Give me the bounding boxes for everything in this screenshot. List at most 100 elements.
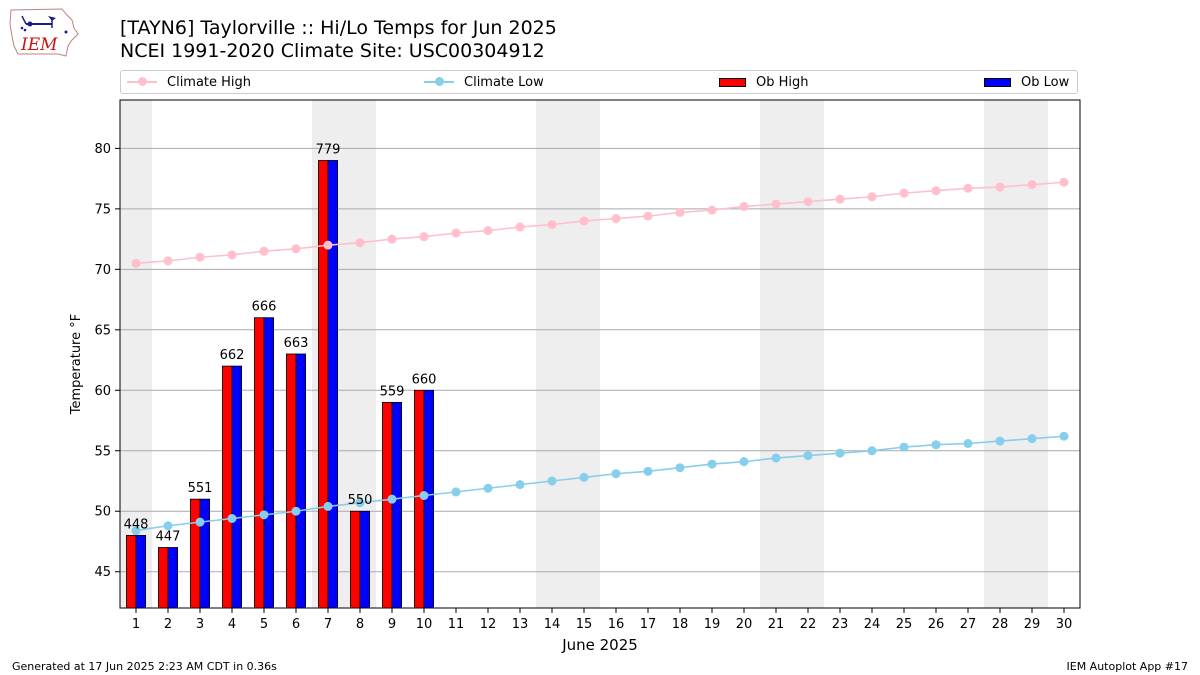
app-credit: IEM Autoplot App #17 [1066, 660, 1189, 673]
climate-low-point [675, 463, 685, 473]
x-tick-label: 20 [736, 617, 753, 632]
climate-high-point [547, 220, 557, 230]
climate-high-point [803, 197, 813, 207]
x-tick-label: 18 [672, 617, 689, 632]
climate-high-point [739, 201, 749, 211]
x-tick-label: 23 [832, 617, 849, 632]
climate-high-point [195, 252, 205, 262]
plot-frame [119, 99, 1081, 609]
x-tick-label: 30 [1056, 617, 1073, 632]
legend-label: Ob Low [1021, 74, 1070, 90]
climate-high-point [227, 250, 237, 260]
x-tick-label: 10 [416, 617, 433, 632]
weekend-band [1016, 100, 1048, 608]
bar-ob-high [253, 317, 265, 609]
x-tick-label: 21 [768, 617, 785, 632]
climate-high-point [131, 258, 141, 268]
chart-subtitle: NCEI 1991-2020 Climate Site: USC00304912 [120, 40, 545, 62]
climate-low-point [931, 440, 941, 450]
climate-high-point [387, 234, 397, 244]
legend-box-swatch [984, 77, 1011, 87]
y-tick-label: 60 [94, 384, 111, 399]
x-tick-label: 3 [196, 617, 204, 632]
x-tick-label: 29 [1024, 617, 1041, 632]
climate-high-point [451, 228, 461, 238]
climate-low-point [195, 517, 205, 527]
climate-low-point [163, 521, 173, 531]
climate-low-point [451, 487, 461, 497]
weekend-band [568, 100, 600, 608]
bar-data-label: 551 [188, 481, 213, 496]
bar-data-label: 666 [252, 300, 277, 315]
x-tick-label: 28 [992, 617, 1009, 632]
climate-low-point [483, 483, 493, 493]
bar-ob-low [391, 401, 403, 609]
weekend-band [760, 100, 792, 608]
climate-high-point [835, 194, 845, 204]
climate-high-point [707, 205, 717, 215]
bar-ob-high [317, 160, 329, 609]
climate-high-point [963, 183, 973, 193]
x-tick-label: 25 [896, 617, 913, 632]
x-tick-label: 5 [260, 617, 268, 632]
bar-ob-high [285, 353, 297, 609]
legend-ob-low: Ob Low [984, 71, 1069, 93]
bar-data-label: 660 [412, 372, 437, 387]
x-tick-label: 27 [960, 617, 977, 632]
bar-data-label: 663 [284, 336, 309, 351]
climate-low-point [739, 457, 749, 467]
climate-high-point [419, 232, 429, 242]
bar-ob-high [381, 401, 393, 609]
climate-low-point [611, 469, 621, 479]
x-tick-label: 8 [356, 617, 364, 632]
bar-ob-low [167, 547, 179, 609]
climate-low-point [515, 480, 525, 490]
climate-low-point [707, 459, 717, 469]
logo-text: IEM [20, 35, 58, 55]
climate-low-point [387, 494, 397, 504]
climate-high-point [1059, 177, 1069, 187]
climate-high-point [771, 199, 781, 209]
climate-high-point [483, 226, 493, 236]
climate-low-point [227, 513, 237, 523]
weekend-band [536, 100, 568, 608]
x-tick-label: 12 [480, 617, 497, 632]
weekend-band [984, 100, 1016, 608]
bar-ob-high [126, 535, 137, 609]
climate-low-point [259, 510, 269, 520]
bar-ob-low [199, 498, 211, 609]
generated-note: Generated at 17 Jun 2025 2:23 AM CDT in … [12, 660, 277, 673]
climate-high-point [163, 256, 173, 266]
bar-data-label: 559 [380, 384, 405, 399]
x-tick-label: 13 [512, 617, 529, 632]
climate-low-line [135, 435, 1065, 532]
x-tick-label: 6 [292, 617, 300, 632]
bar-data-label: 550 [348, 493, 373, 508]
climate-high-line [135, 181, 1065, 265]
climate-high-point [323, 240, 333, 250]
legend-line-swatch [127, 77, 157, 86]
x-tick-label: 16 [608, 617, 625, 632]
x-tick-label: 4 [228, 617, 236, 632]
climate-low-point [323, 501, 333, 511]
legend-climate-high: Climate High [127, 71, 251, 93]
x-tick-label: 17 [640, 617, 657, 632]
bar-ob-low [359, 510, 371, 609]
y-tick-label: 70 [94, 263, 111, 278]
climate-low-point [771, 453, 781, 463]
climate-high-point [931, 186, 941, 196]
climate-low-point [963, 439, 973, 449]
x-tick-label: 19 [704, 617, 721, 632]
climate-low-point [643, 466, 653, 476]
climate-high-point [899, 188, 909, 198]
y-axis-label: Temperature °F [69, 314, 84, 415]
climate-low-point [835, 448, 845, 458]
bar-data-label: 447 [156, 530, 181, 545]
x-tick-label: 2 [164, 617, 172, 632]
y-tick-label: 75 [94, 202, 111, 217]
x-tick-label: 24 [864, 617, 881, 632]
climate-low-point [803, 451, 813, 461]
legend-line-swatch [424, 77, 454, 86]
climate-high-point [259, 246, 269, 256]
bar-ob-low [327, 160, 339, 609]
